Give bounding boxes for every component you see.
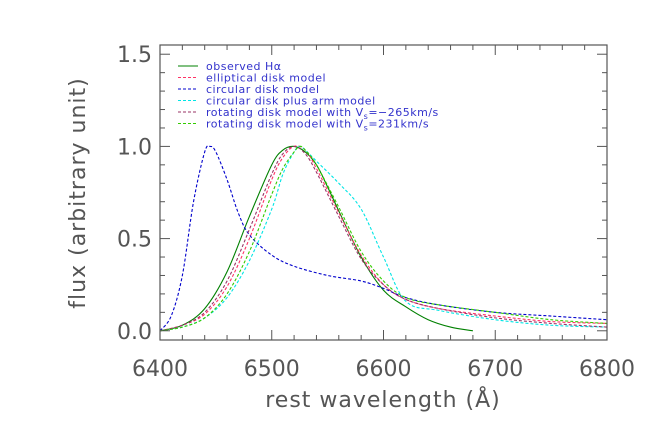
legend-entry-label: observed Hα: [206, 60, 282, 73]
legend-label-text: elliptical disk model: [206, 72, 326, 85]
series-line-1: [159, 145, 608, 332]
series-line-5: [159, 145, 608, 332]
legend-entry-label: circular disk model: [206, 83, 320, 96]
legend-label-suffix: =−265km/s: [368, 106, 438, 119]
legend-label-symbol: s: [364, 124, 369, 133]
plot-area: [159, 145, 608, 332]
series-line-2: [159, 145, 608, 332]
x-tick-label: 6800: [579, 357, 635, 382]
legend-label-text: circular disk plus arm model: [206, 95, 376, 108]
legend-label-text: rotating disk model with V: [206, 106, 364, 119]
x-tick-label: 6500: [244, 357, 300, 382]
legend-entry-label: rotating disk model with Vs=231km/s: [206, 118, 429, 133]
series-line-3: [159, 145, 608, 332]
x-tick-label: 6600: [356, 357, 412, 382]
x-axis-title: rest wavelength (Å): [265, 386, 501, 413]
series-line-4: [159, 145, 608, 332]
y-tick-label: 0.5: [117, 228, 152, 253]
y-tick-label: 1.0: [117, 135, 152, 160]
x-tick-label: 6700: [467, 357, 523, 382]
legend-entry-label: rotating disk model with Vs=−265km/s: [206, 106, 439, 121]
x-tick-label: 6400: [132, 357, 188, 382]
legend-label-symbol: α: [274, 60, 282, 73]
legend-label-text: rotating disk model with V: [206, 118, 364, 131]
y-tick-label: 1.5: [117, 43, 152, 68]
legend-label-text: circular disk model: [206, 83, 320, 96]
legend-entry-label: circular disk plus arm model: [206, 95, 376, 108]
axis-ticks: [159, 45, 608, 340]
y-tick-label: 0.0: [117, 320, 152, 345]
legend-label-suffix: =231km/s: [368, 118, 429, 131]
legend-label-text: observed H: [206, 60, 274, 73]
legend-label-symbol: s: [364, 112, 369, 121]
y-axis-title: flux (arbitrary unit): [66, 77, 91, 308]
legend-entry-label: elliptical disk model: [206, 72, 326, 85]
axis-tick-labels: 6400 6500 6600 6700 6800 0.0 0.5 1.0 1.5: [117, 43, 635, 382]
